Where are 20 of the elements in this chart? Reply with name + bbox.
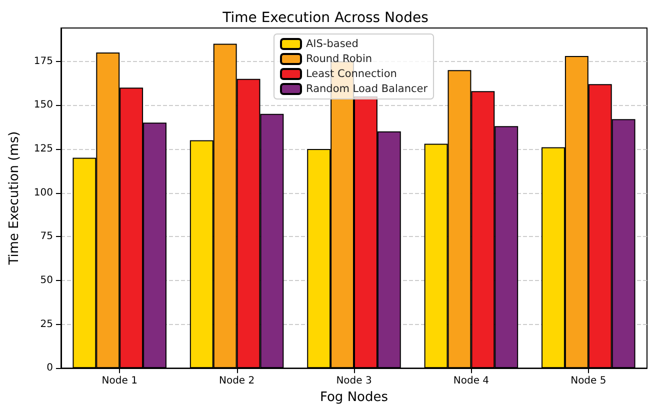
x-tick-label: Node 2 [218,376,255,387]
y-tick-label: 100 [34,187,53,198]
legend-label: AIS-based [306,38,358,50]
y-tick-label: 50 [40,274,53,286]
x-tick-label: Node 4 [453,376,490,387]
x-axis-title: Fog Nodes [320,390,388,405]
legend-label: Least Connection [306,68,397,80]
y-tick-label: 25 [40,318,53,330]
chart-title: Time Execution Across Nodes [222,10,428,26]
y-tick-label: 125 [34,143,53,154]
x-tick-label: Node 1 [102,376,138,387]
legend-label: Random Load Balancer [306,83,428,95]
legend-label: Round Robin [306,53,372,65]
y-tick-label: 75 [40,231,53,242]
y-tick-label: 175 [34,56,53,67]
y-axis-title: Time Execution (ms) [7,131,22,266]
x-tick-label: Node 5 [570,376,606,387]
y-tick-label: 0 [46,362,53,374]
y-tick-label: 150 [34,100,53,111]
x-tick-label: Node 3 [336,376,372,387]
